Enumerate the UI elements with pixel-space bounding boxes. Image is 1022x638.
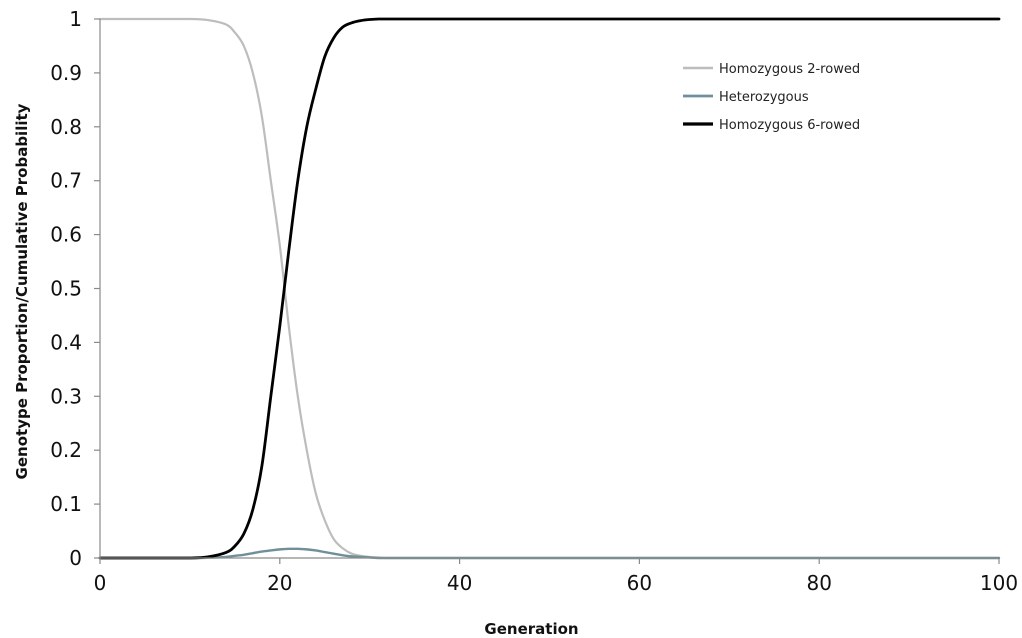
y-tick-label: 0.5	[50, 277, 82, 301]
x-tick-label: 60	[627, 571, 652, 595]
y-tick-label: 0	[69, 546, 82, 570]
y-tick-label: 0.1	[50, 492, 82, 516]
x-tick-label: 20	[267, 571, 292, 595]
x-tick-label: 0	[94, 571, 107, 595]
legend-label-homozygous-6-rowed: Homozygous 6-rowed	[719, 118, 860, 133]
legend-label-heterozygous: Heterozygous	[719, 90, 809, 105]
y-tick-label: 0.8	[50, 115, 82, 139]
x-tick-label: 40	[447, 571, 472, 595]
x-tick-label: 80	[806, 571, 831, 595]
y-tick-label: 1	[69, 7, 82, 31]
legend-label-homozygous-2-rowed: Homozygous 2-rowed	[719, 62, 860, 77]
y-tick-label: 0.6	[50, 223, 82, 247]
y-tick-label: 0.4	[50, 330, 82, 354]
x-axis-title: Generation	[484, 620, 578, 638]
x-tick-label: 100	[980, 571, 1018, 595]
series-line-homozygous-6-rowed	[98, 17, 1001, 560]
y-axis-title: Genotype Proportion/Cumulative Probabili…	[13, 103, 31, 479]
y-tick-label: 0.2	[50, 438, 82, 462]
y-tick-label: 0.9	[50, 61, 82, 85]
plot-area	[100, 19, 999, 558]
y-tick-label: 0.7	[50, 169, 82, 193]
y-tick-label: 0.3	[50, 384, 82, 408]
